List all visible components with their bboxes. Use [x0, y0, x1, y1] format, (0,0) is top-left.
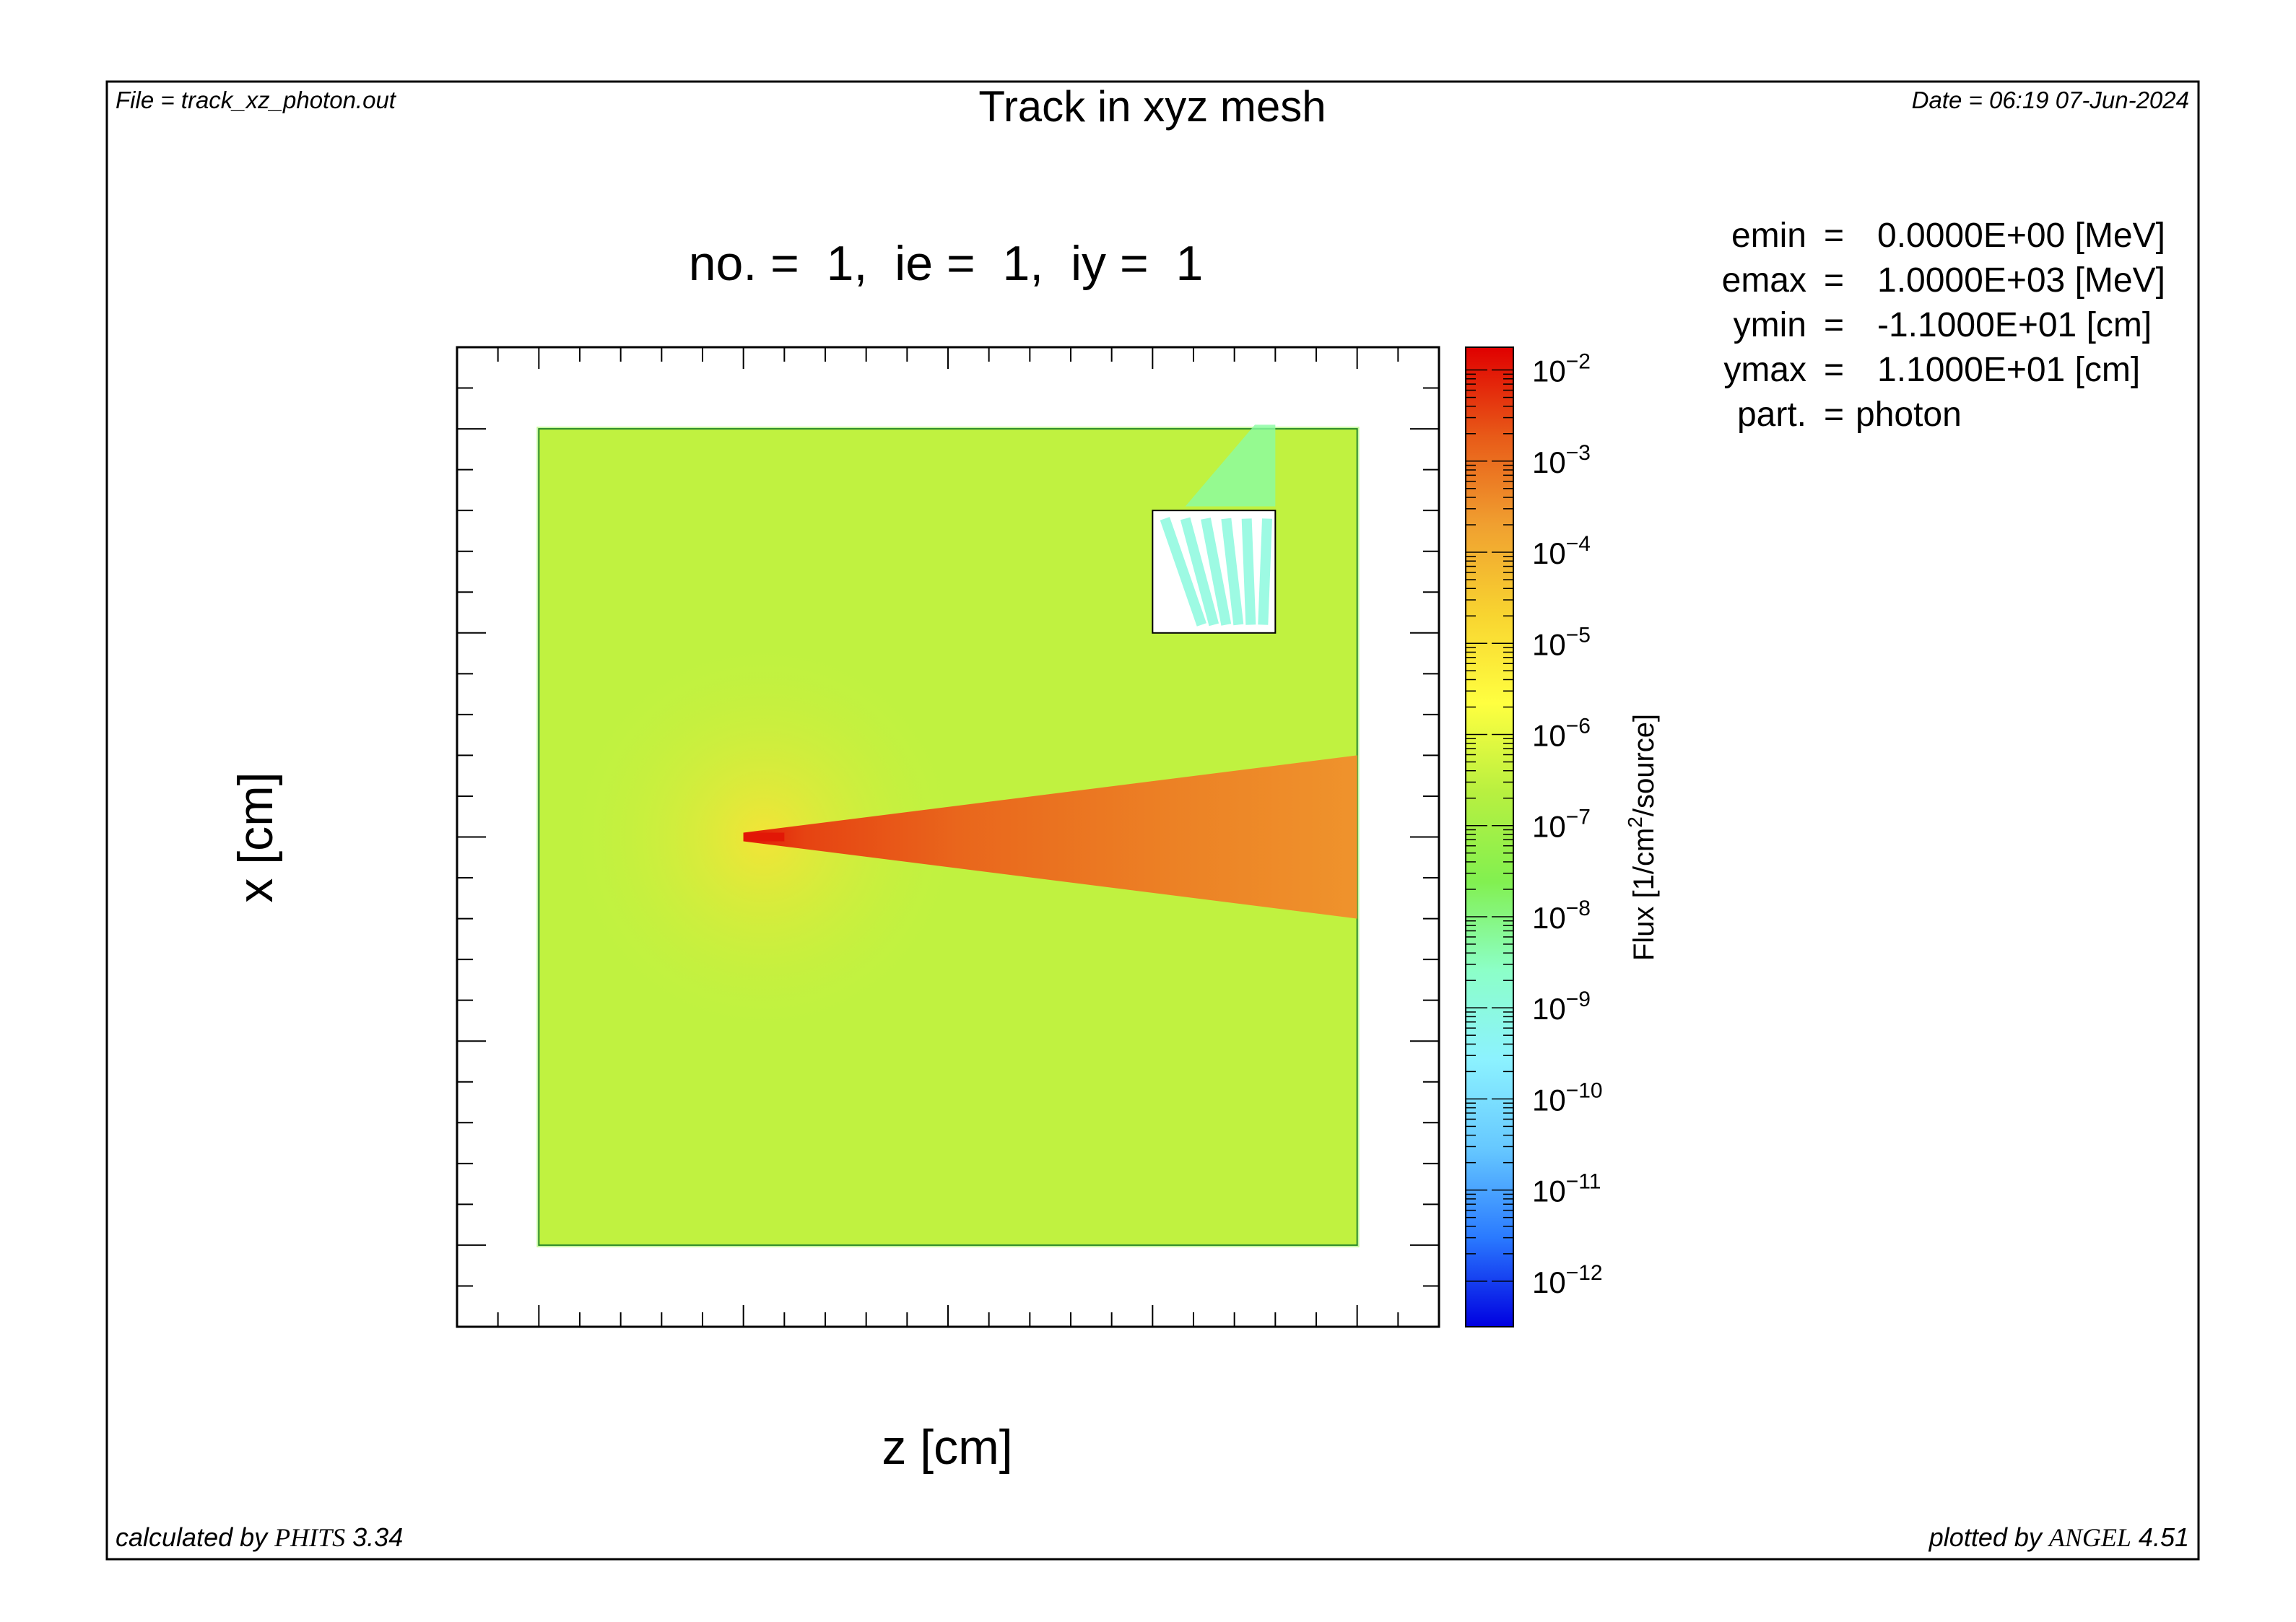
info-key: emin [1731, 217, 1806, 255]
info-key: emax [1722, 261, 1806, 300]
colorbar-scale [1465, 346, 1514, 1327]
colorbar-tick-exp: −7 [1566, 806, 1591, 829]
colorbar-tick-label: 10−4 [1532, 532, 1591, 570]
colorbar-tick-base: 10 [1532, 1174, 1566, 1208]
void-streak [1241, 518, 1256, 625]
x-axis-label: z [cm] [882, 1420, 1012, 1475]
info-value: -1.1000E+01 [cm] [1877, 306, 2152, 344]
file-label: File = track_xz_photon.out [116, 87, 397, 113]
chart-title: no. = 1, ie = 1, iy = 1 [689, 236, 1204, 291]
info-eq: = [1824, 396, 1844, 434]
colorbar-tick-exp: −2 [1566, 350, 1591, 374]
scatter-fan [1185, 424, 1276, 507]
colorbar-tick-label: 10−2 [1532, 350, 1591, 388]
colorbar-tick-exp: −3 [1566, 441, 1591, 465]
info-block: emin = 0.0000E+00 [MeV] emax = 1.0000E+03 [Me… [1722, 217, 2165, 434]
info-key: ymax [1723, 351, 1806, 389]
x-axis [497, 347, 1399, 1327]
info-eq: = [1824, 351, 1844, 389]
colorbar-tick-base: 10 [1532, 810, 1566, 844]
y-axis-label: x [cm] [228, 772, 283, 902]
colorbar-tick-base: 10 [1532, 445, 1566, 479]
void-streak [1160, 517, 1206, 627]
colorbar-tick-label: 10−6 [1532, 714, 1591, 752]
info-value: photon [1856, 396, 1962, 434]
colorbar-tick-exp: −12 [1566, 1261, 1603, 1285]
colorbar-tick-label: 10−11 [1532, 1170, 1601, 1208]
void-streak [1221, 518, 1244, 626]
beam-source [743, 832, 785, 842]
colorbar-tick-base: 10 [1532, 718, 1566, 752]
colorbar-tick-exp: −9 [1566, 987, 1591, 1011]
colorbar-tick-label: 10−7 [1532, 806, 1591, 844]
plotted-by: plotted by ANGEL 4.51 [1928, 1522, 2189, 1552]
info-key: ymin [1734, 306, 1806, 344]
info-eq: = [1824, 261, 1844, 300]
colorbar-tick-exp: −8 [1566, 897, 1591, 920]
colorbar-label: Flux [1/cm2/source] [1624, 714, 1660, 961]
colorbar-tick-label: 10−3 [1532, 441, 1591, 479]
colorbar-tick-exp: −4 [1566, 532, 1591, 556]
info-eq: = [1824, 306, 1844, 344]
info-value: 0.0000E+00 [MeV] [1877, 217, 2165, 255]
colorbar-tick-exp: −6 [1566, 714, 1591, 738]
figure-title: Track in xyz mesh [978, 82, 1326, 131]
void-streak [1201, 518, 1232, 626]
beam-cone [743, 755, 1357, 919]
colorbar-tick-exp: −10 [1566, 1078, 1603, 1102]
colorbar-tick-label: 10−9 [1532, 987, 1591, 1026]
colorbar-tick-exp: −5 [1566, 623, 1591, 647]
colorbar-tick-base: 10 [1532, 992, 1566, 1026]
info-value: 1.0000E+03 [MeV] [1877, 261, 2165, 300]
colorbar-tick-base: 10 [1532, 1265, 1566, 1299]
info-eq: = [1824, 217, 1844, 255]
calculated-by: calculated by PHITS 3.34 [116, 1522, 403, 1552]
outer-frame [105, 80, 2200, 1561]
colorbar-tick-exp: −11 [1566, 1170, 1601, 1194]
colorbar-tick-label: 10−10 [1532, 1078, 1603, 1117]
colorbar-tick-base: 10 [1532, 901, 1566, 935]
colorbar-tick-label: 10−12 [1532, 1261, 1603, 1299]
info-value: 1.1000E+01 [cm] [1877, 351, 2140, 389]
void-streak [1258, 518, 1272, 625]
colorbar-tick-label: 10−5 [1532, 623, 1591, 661]
colorbar-tick-base: 10 [1532, 354, 1566, 388]
info-key: part. [1737, 396, 1806, 434]
colorbar: 10−210−310−410−510−610−710−810−910−1010−… [1465, 346, 1603, 1327]
void-streak [1180, 517, 1219, 627]
colorbar-tick-label: 10−8 [1532, 897, 1591, 935]
y-axis [457, 387, 1439, 1287]
colorbar-tick-base: 10 [1532, 1083, 1566, 1117]
colorbar-tick-base: 10 [1532, 627, 1566, 661]
date-label: Date = 06:19 07-Jun-2024 [1912, 87, 2189, 113]
colorbar-tick-base: 10 [1532, 536, 1566, 570]
heatmap [536, 424, 1360, 1247]
